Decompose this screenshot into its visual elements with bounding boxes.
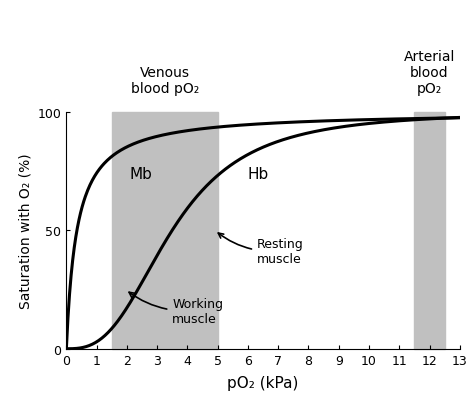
Text: Arterial
blood
pO₂: Arterial blood pO₂ bbox=[404, 50, 455, 96]
Text: Mb: Mb bbox=[130, 166, 153, 182]
Text: Resting
muscle: Resting muscle bbox=[219, 233, 304, 265]
Text: Hb: Hb bbox=[248, 166, 269, 182]
Text: Venous
blood pO₂: Venous blood pO₂ bbox=[131, 66, 199, 96]
Bar bbox=[414, 112, 445, 349]
Y-axis label: Saturation with O₂ (%): Saturation with O₂ (%) bbox=[18, 153, 32, 308]
X-axis label: pO₂ (kPa): pO₂ (kPa) bbox=[228, 375, 299, 390]
Bar bbox=[112, 112, 218, 349]
Text: Working
muscle: Working muscle bbox=[129, 292, 223, 325]
